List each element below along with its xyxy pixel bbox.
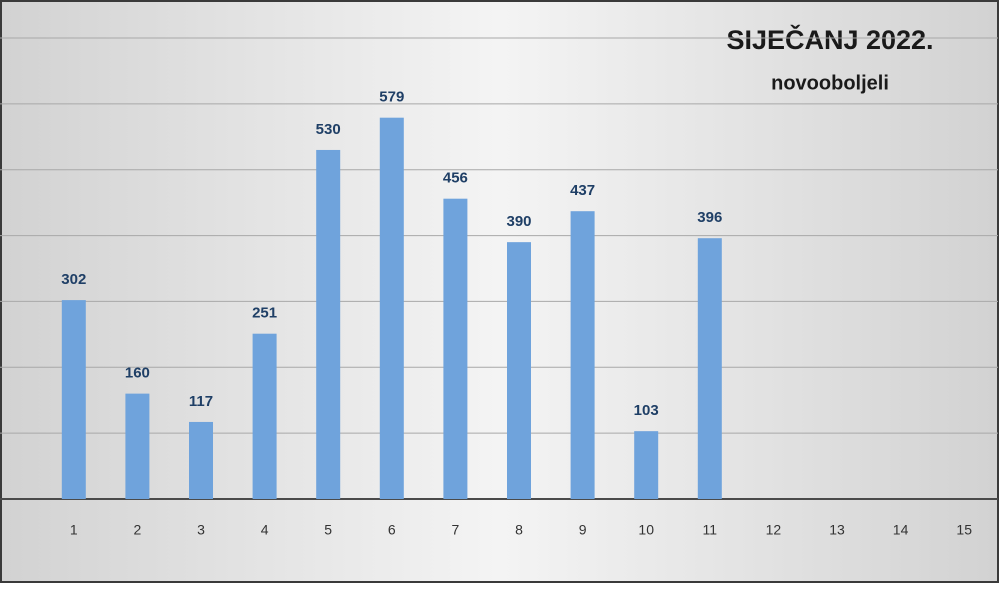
bar: [443, 198, 468, 500]
chart-subtitle: novooboljeli: [771, 72, 889, 94]
bar: [507, 242, 531, 499]
x-tick-label: 5: [324, 522, 332, 538]
x-tick-label: 7: [452, 522, 460, 538]
x-tick-label: 6: [388, 522, 396, 538]
x-tick-label: 2: [134, 522, 142, 538]
data-label: 437: [570, 182, 595, 199]
data-label: 251: [252, 305, 277, 322]
bar: [61, 300, 86, 499]
x-tick-label: 1: [70, 522, 78, 538]
data-label: 117: [189, 393, 213, 410]
data-label: 390: [506, 213, 531, 230]
data-label: 579: [379, 89, 404, 106]
x-tick-label: 8: [515, 522, 523, 538]
data-label: 103: [634, 402, 659, 419]
x-tick-label: 14: [893, 522, 909, 538]
bar: [316, 149, 341, 499]
data-label: 302: [61, 271, 86, 288]
bar: [125, 393, 150, 499]
x-tick-label: 3: [197, 522, 205, 538]
bar: [697, 238, 722, 499]
chart-title: SIJEČANJ 2022.: [726, 24, 933, 55]
x-tick-label: 15: [956, 522, 972, 538]
data-label: 530: [316, 121, 341, 138]
data-label: 456: [443, 170, 468, 187]
x-tick-label: 13: [829, 522, 845, 538]
data-label: 396: [697, 209, 722, 226]
x-tick-label: 10: [638, 522, 654, 538]
x-tick-label: 9: [579, 522, 587, 538]
bar: [634, 431, 659, 499]
bar: [189, 421, 213, 499]
x-tick-label: 11: [703, 522, 718, 538]
bar: [252, 333, 277, 499]
x-tick-label: 4: [261, 522, 269, 538]
x-tick-label: 12: [766, 522, 782, 538]
bar: [379, 117, 404, 500]
data-label: 160: [125, 365, 150, 382]
bar: [570, 211, 595, 499]
